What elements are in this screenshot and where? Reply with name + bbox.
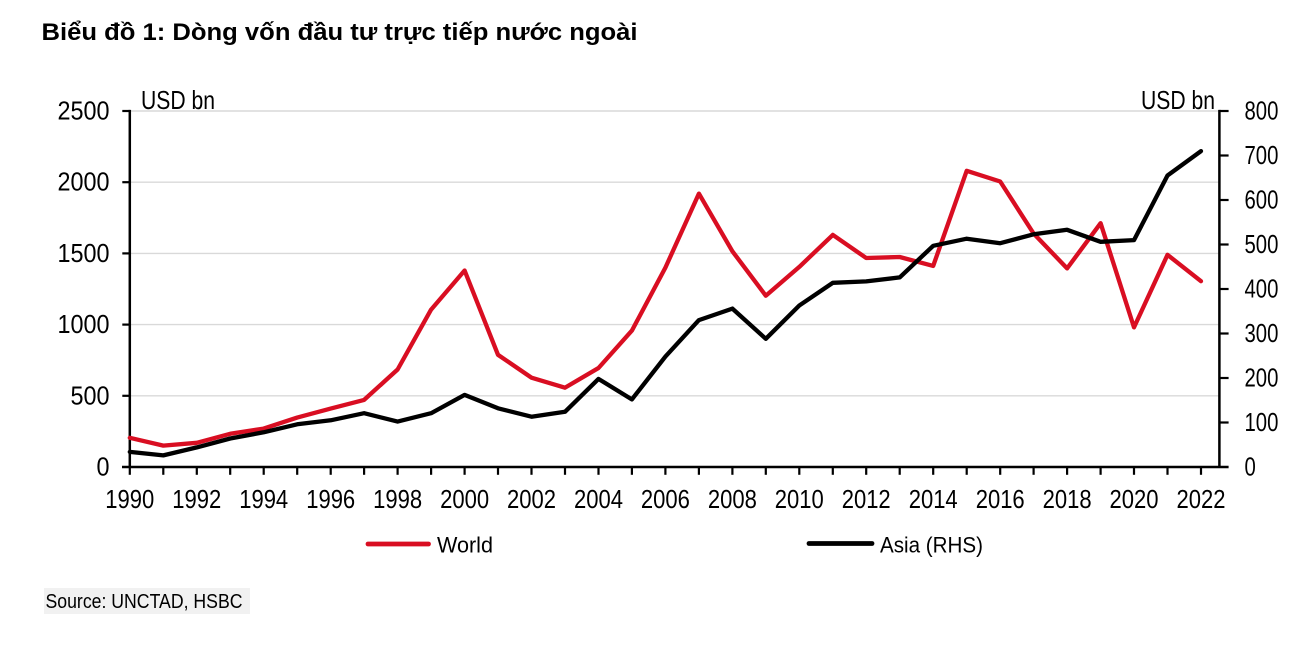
svg-text:1500: 1500 bbox=[58, 238, 110, 268]
svg-text:100: 100 bbox=[1245, 407, 1279, 437]
svg-text:800: 800 bbox=[1245, 96, 1279, 126]
svg-text:Asia (RHS): Asia (RHS) bbox=[880, 533, 983, 558]
svg-text:2000: 2000 bbox=[58, 167, 110, 197]
svg-text:2012: 2012 bbox=[842, 484, 891, 514]
svg-text:USD bn: USD bn bbox=[1141, 85, 1215, 115]
svg-text:2020: 2020 bbox=[1110, 484, 1159, 514]
svg-text:500: 500 bbox=[1245, 229, 1279, 259]
svg-text:300: 300 bbox=[1245, 318, 1279, 348]
svg-text:1996: 1996 bbox=[306, 484, 355, 514]
svg-text:700: 700 bbox=[1245, 140, 1279, 170]
svg-text:2002: 2002 bbox=[507, 484, 556, 514]
svg-text:2000: 2000 bbox=[440, 484, 489, 514]
svg-text:2014: 2014 bbox=[909, 484, 958, 514]
svg-text:2006: 2006 bbox=[641, 484, 690, 514]
svg-text:2010: 2010 bbox=[775, 484, 824, 514]
svg-text:0: 0 bbox=[97, 452, 110, 482]
svg-text:0: 0 bbox=[1245, 452, 1256, 482]
svg-text:2004: 2004 bbox=[574, 484, 623, 514]
svg-text:1994: 1994 bbox=[239, 484, 288, 514]
svg-text:400: 400 bbox=[1245, 274, 1279, 304]
svg-text:1000: 1000 bbox=[58, 309, 110, 339]
svg-text:2008: 2008 bbox=[708, 484, 757, 514]
svg-text:1998: 1998 bbox=[373, 484, 422, 514]
svg-text:2500: 2500 bbox=[58, 96, 110, 126]
svg-text:Biểu đồ 1: Dòng vốn đầu tư trự: Biểu đồ 1: Dòng vốn đầu tư trực tiếp nướ… bbox=[42, 19, 638, 46]
svg-text:600: 600 bbox=[1245, 185, 1279, 215]
svg-text:2016: 2016 bbox=[976, 484, 1025, 514]
svg-text:World: World bbox=[437, 533, 493, 558]
svg-text:500: 500 bbox=[71, 380, 110, 410]
svg-text:2022: 2022 bbox=[1177, 484, 1226, 514]
svg-text:Source: UNCTAD, HSBC: Source: UNCTAD, HSBC bbox=[46, 591, 243, 613]
svg-text:200: 200 bbox=[1245, 363, 1279, 393]
svg-text:1992: 1992 bbox=[172, 484, 221, 514]
svg-text:1990: 1990 bbox=[105, 484, 154, 514]
svg-text:2018: 2018 bbox=[1043, 484, 1092, 514]
svg-text:USD bn: USD bn bbox=[141, 85, 215, 115]
